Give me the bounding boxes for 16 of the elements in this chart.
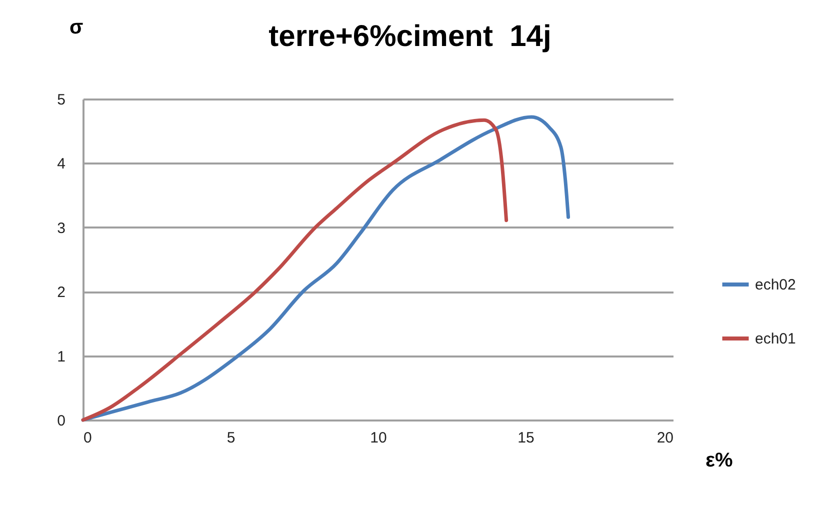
y-tick-label: 4 (57, 156, 66, 173)
y-tick-label: 0 (57, 412, 66, 430)
y-tick-label: 5 (57, 92, 66, 108)
y-axis-title: σ (70, 16, 84, 38)
x-tick-label: 5 (226, 430, 236, 446)
chart-title: terre+6%ciment 14j (268, 20, 552, 54)
x-tick-label: 10 (370, 430, 387, 446)
y-tick-label: 2 (57, 284, 66, 302)
y-tick-label: 1 (57, 348, 66, 366)
x-tick-label: 0 (84, 430, 92, 446)
legend-label: ech02 (755, 276, 796, 294)
x-axis-title: ε% (706, 450, 733, 472)
x-tick-label: 20 (656, 430, 674, 446)
legend-label: ech01 (755, 330, 796, 348)
y-tick-label: 3 (57, 220, 66, 237)
x-tick-label: 15 (518, 430, 534, 446)
